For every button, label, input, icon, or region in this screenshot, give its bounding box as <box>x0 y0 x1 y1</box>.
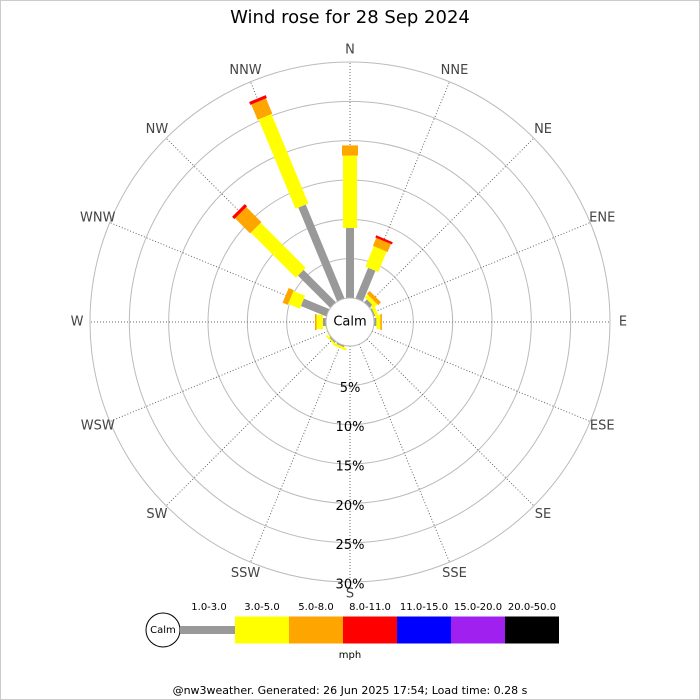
wind-bar <box>374 318 377 326</box>
legend-swatch <box>180 626 235 634</box>
legend-swatch <box>451 616 505 644</box>
wind-bar <box>365 246 387 272</box>
wind-bar <box>370 308 376 317</box>
wind-bar <box>315 314 317 330</box>
r-tick-label: 15% <box>336 460 365 475</box>
r-tick-label: 30% <box>336 578 365 593</box>
wind-bar <box>355 267 376 302</box>
r-tick-label: 10% <box>336 420 365 435</box>
wind-bar <box>251 98 273 120</box>
chart-title: Wind rose for 28 Sep 2024 <box>230 7 470 28</box>
legend-swatch <box>397 616 451 644</box>
spoke <box>165 338 334 507</box>
ring <box>168 140 532 504</box>
wind-bar <box>288 291 306 309</box>
wind-bar <box>329 336 336 343</box>
wind-bar <box>364 299 373 308</box>
direction-label: ENE <box>589 210 615 225</box>
spoke <box>366 338 535 507</box>
direction-label: NE <box>534 122 552 137</box>
legend-label: 20.0-50.0 <box>508 602 556 613</box>
spoke <box>371 222 591 314</box>
legend-label: 1.0-3.0 <box>191 602 226 613</box>
r-tick-label: 25% <box>336 538 365 553</box>
wind-bar <box>249 95 267 105</box>
direction-label: E <box>619 315 627 330</box>
calm-circle <box>325 297 375 347</box>
direction-label: NW <box>146 122 169 137</box>
legend-title: mph <box>339 650 361 661</box>
wind-bar <box>258 114 309 209</box>
legend-swatch <box>289 616 343 644</box>
legend-swatch <box>343 616 397 644</box>
legend-label: 8.0-11.0 <box>349 602 391 613</box>
wind-bar <box>322 318 326 326</box>
legend-calm-label: Calm <box>150 625 176 636</box>
wind-bar <box>376 315 381 329</box>
ring <box>128 100 572 544</box>
wind-bar <box>325 335 337 347</box>
ring <box>89 61 611 583</box>
wind-bar <box>250 222 306 278</box>
direction-label: SSW <box>231 566 261 581</box>
wind-bar <box>366 291 381 306</box>
direction-label: SE <box>535 507 551 522</box>
legend-swatch <box>505 616 559 644</box>
spoke <box>371 330 591 422</box>
direction-label: NNW <box>229 63 261 78</box>
calm-label: Calm <box>333 315 366 330</box>
direction-label: ESE <box>590 419 615 434</box>
footer: @nw3weather. Generated: 26 Jun 2025 17:5… <box>173 684 528 697</box>
legend-label: 15.0-20.0 <box>454 602 502 613</box>
wind-bar <box>375 235 393 245</box>
wind-bar <box>364 294 378 308</box>
wind-bar <box>298 204 345 302</box>
wind-bar <box>343 155 357 228</box>
spoke <box>366 137 535 306</box>
direction-label: SW <box>146 507 167 522</box>
wind-bar <box>346 228 354 298</box>
spoke <box>109 330 329 422</box>
legend-label: 5.0-8.0 <box>298 602 333 613</box>
direction-label: WNW <box>80 210 116 225</box>
spoke <box>358 343 450 563</box>
direction-label: SSE <box>442 566 467 581</box>
wind-bar <box>232 204 248 220</box>
direction-label: N <box>345 43 355 58</box>
direction-label: W <box>71 315 84 330</box>
wind-bar <box>282 288 294 305</box>
legend-label: 3.0-5.0 <box>244 602 279 613</box>
wind-bar <box>300 298 330 317</box>
direction-label: NNE <box>441 63 469 78</box>
wind-bar <box>297 269 336 308</box>
wind-bar <box>342 145 358 156</box>
wind-bar <box>336 342 345 348</box>
wind-bar <box>235 207 262 234</box>
wind-bar <box>316 315 323 329</box>
spoke <box>250 343 342 563</box>
wind-bar <box>372 237 391 252</box>
legend-swatch <box>235 616 289 644</box>
direction-label: S <box>346 587 354 602</box>
r-tick-label: 20% <box>336 499 365 514</box>
direction-label: WSW <box>81 419 115 434</box>
legend-label: 11.0-15.0 <box>400 602 448 613</box>
wind-bar <box>380 314 382 330</box>
r-tick-label: 5% <box>340 381 361 396</box>
